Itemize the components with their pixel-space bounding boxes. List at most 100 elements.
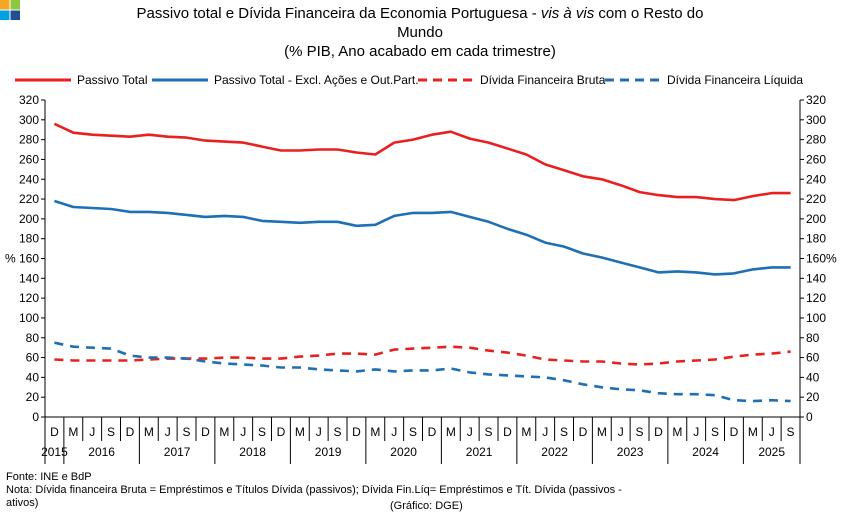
title-part-a: Passivo total e Dívida Financeira da Eco… (136, 5, 541, 22)
x-tick-label: J (542, 425, 548, 439)
legend-label: Passivo Total - Excl. Ações e Out.Part. (214, 73, 419, 87)
y-tick-label-right: 160 (806, 252, 826, 266)
footer-note: Nota: Dívida financeira Bruta = Emprésti… (6, 484, 622, 496)
series-line-2 (54, 345, 791, 366)
x-tick-label: M (748, 425, 758, 439)
x-year-label: 2020 (390, 445, 417, 459)
x-year-label: 2025 (758, 445, 785, 459)
x-tick-label: S (787, 425, 795, 439)
dge-logo-icon (0, 0, 20, 20)
y-tick-label-right: 40 (806, 370, 820, 384)
x-year-label: 2018 (239, 445, 266, 459)
x-year-label: 2016 (88, 445, 115, 459)
x-tick-label: S (183, 425, 191, 439)
x-tick-label: S (334, 425, 342, 439)
y-tick-label-right: 80 (806, 331, 820, 345)
x-year-label: 2023 (617, 445, 644, 459)
series-line-0 (53, 122, 791, 202)
x-year-label: 2015 (41, 445, 68, 459)
x-tick-label: J (316, 425, 322, 439)
y-tick-label-right: 260 (806, 152, 826, 166)
y-tick-label-right: 220 (806, 192, 826, 206)
y-tick-label-left: 220 (19, 192, 39, 206)
x-tick-label: D (503, 425, 512, 439)
x-year-label: 2017 (164, 445, 191, 459)
series-line-1 (54, 199, 791, 276)
y-tick-label-left: 100 (19, 311, 39, 325)
x-tick-label: M (446, 425, 456, 439)
series-line-3 (54, 341, 791, 403)
x-tick-label: J (769, 425, 775, 439)
y-tick-label-left: 140 (19, 271, 39, 285)
x-tick-label: M (219, 425, 229, 439)
x-tick-label: M (521, 425, 531, 439)
y-tick-label-right: 280 (806, 133, 826, 147)
y-tick-label-left: 120 (19, 291, 39, 305)
legend-swatch (15, 78, 71, 82)
x-tick-label: M (597, 425, 607, 439)
title-part-italic: vis à vis (540, 5, 595, 22)
y-tick-label-left: 260 (19, 152, 39, 166)
y-tick-label-left: 200 (19, 212, 39, 226)
legend-label: Dívida Financeira Bruta (480, 73, 606, 87)
x-tick-label: D (126, 425, 135, 439)
x-tick-label: J (89, 425, 95, 439)
y-tick-label-left: 280 (19, 133, 39, 147)
y-tick-label-right: 240 (806, 172, 826, 186)
y-tick-label-right: 100 (806, 311, 826, 325)
x-year-label: 2022 (541, 445, 568, 459)
x-tick-label: J (240, 425, 246, 439)
y-tick-label-right: 120 (806, 291, 826, 305)
x-tick-label: J (618, 425, 624, 439)
y-tick-label-left: 80 (26, 331, 40, 345)
x-tick-label: J (165, 425, 171, 439)
x-tick-label: S (711, 425, 719, 439)
y-tick-label-left: 300 (19, 113, 39, 127)
x-tick-label: S (485, 425, 493, 439)
y-tick-label-right: 20 (806, 390, 820, 404)
x-tick-label: D (352, 425, 361, 439)
x-tick-label: S (258, 425, 266, 439)
footer-note-continued: ativos) (6, 497, 39, 509)
chart-title-line2: Mundo (397, 24, 443, 41)
footer-source: Fonte: INE e BdP (6, 471, 92, 483)
footer-credit: (Gráfico: DGE) (390, 500, 463, 512)
legend-label: Dívida Financeira Líquida (667, 73, 804, 87)
y-tick-label-left: 0 (32, 410, 39, 424)
y-tick-label-left: 20 (26, 390, 40, 404)
y-tick-label-left: 160 (19, 252, 39, 266)
x-tick-label: S (636, 425, 644, 439)
y-tick-label-left: 180 (19, 232, 39, 246)
x-tick-label: J (391, 425, 397, 439)
x-tick-label: M (672, 425, 682, 439)
x-tick-label: D (201, 425, 210, 439)
title-part-b: com o Resto do (594, 5, 704, 22)
x-tick-label: D (428, 425, 437, 439)
legend-label: Passivo Total (77, 73, 148, 87)
x-tick-label: M (144, 425, 154, 439)
chart-subtitle: (% PIB, Ano acabado em cada trimestre) (284, 43, 556, 60)
y-tick-label-right: 60 (806, 351, 820, 365)
y-tick-label-right: 180 (806, 232, 826, 246)
legend-swatch (152, 78, 208, 82)
y-tick-label-right: 0 (806, 410, 813, 424)
chart-title-line1: Passivo total e Dívida Financeira da Eco… (60, 4, 780, 23)
x-tick-label: S (409, 425, 417, 439)
y-tick-label-left: 240 (19, 172, 39, 186)
y-tick-label-right: 320 (806, 93, 826, 107)
y-tick-label-left: 320 (19, 93, 39, 107)
y-tick-label-right: 300 (806, 113, 826, 127)
y-axis-unit-left: % (5, 252, 16, 266)
x-tick-label: D (730, 425, 739, 439)
x-tick-label: D (50, 425, 59, 439)
chart-title: Passivo total e Dívida Financeira da Eco… (60, 4, 780, 61)
x-tick-label: M (68, 425, 78, 439)
x-tick-label: J (467, 425, 473, 439)
x-tick-label: S (107, 425, 115, 439)
x-tick-label: M (370, 425, 380, 439)
y-tick-label-right: 200 (806, 212, 826, 226)
x-tick-label: D (654, 425, 663, 439)
x-tick-label: S (560, 425, 568, 439)
y-axis-unit-right: % (826, 252, 837, 266)
